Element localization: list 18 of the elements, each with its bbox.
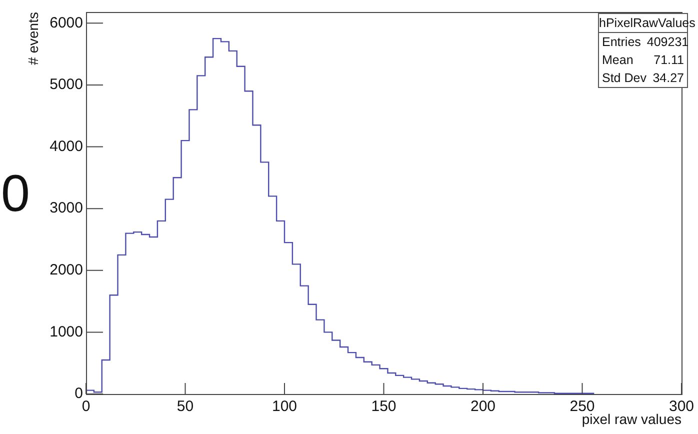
y-tick-label: 6000 [50, 14, 83, 32]
annotation: Entries [602, 34, 641, 50]
text: 0 [1, 165, 30, 223]
annotation: 71.11 [654, 52, 684, 68]
y-tick-label: 5000 [50, 76, 83, 94]
annotation: Std Dev [602, 70, 646, 86]
annotation: 34.27 [652, 70, 684, 86]
y-tick-label: 0 [74, 385, 83, 402]
y-tick-label: 1000 [50, 323, 83, 340]
y-axis-title: # events [24, 12, 41, 65]
x-tick-label: 100 [272, 398, 298, 416]
y-tick-label: 2000 [50, 262, 83, 279]
y-tick-label: 3000 [50, 200, 83, 217]
x-tick-label: 200 [470, 398, 496, 416]
y-tick-label: 4000 [50, 138, 83, 155]
x-tick-label: 50 [176, 398, 194, 416]
x-tick-label: 150 [371, 398, 396, 416]
annotation: Mean [602, 52, 634, 68]
